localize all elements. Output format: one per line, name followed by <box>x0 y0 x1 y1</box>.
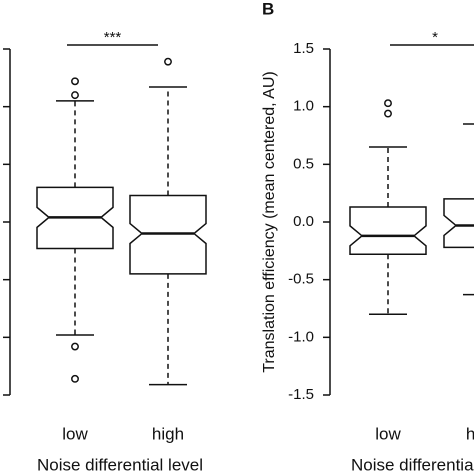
box <box>349 206 427 256</box>
y-tick-label: -1.0 <box>288 328 314 345</box>
y-tick-label: 1.0 <box>293 98 314 115</box>
y-tick-label: -0.5 <box>288 271 314 288</box>
outlier <box>71 91 79 100</box>
x-tick-label: low <box>375 424 401 443</box>
significance-label: *** <box>104 29 122 46</box>
x-tick-label: low <box>62 424 88 443</box>
outlier <box>384 99 392 108</box>
box <box>443 198 474 249</box>
x-axis-label: Noise differential level <box>351 455 474 474</box>
outlier <box>71 77 79 86</box>
y-tick-label: 1.5 <box>293 40 314 57</box>
outlier <box>384 109 392 118</box>
outlier <box>164 57 172 66</box>
y-tick-label: 0.5 <box>293 155 314 172</box>
x-tick-label: high <box>466 424 474 443</box>
x-tick-label: high <box>152 424 184 443</box>
significance-label: * <box>432 29 438 46</box>
y-axis-label: Translation efficiency (mean centered, A… <box>261 71 278 372</box>
x-axis-label: Noise differential level <box>37 455 203 474</box>
y-tick-label: -1.5 <box>288 386 314 403</box>
panel-label: B <box>262 0 274 18</box>
outlier <box>71 374 79 383</box>
outlier <box>71 342 79 351</box>
y-tick-label: 0.0 <box>293 213 314 230</box>
